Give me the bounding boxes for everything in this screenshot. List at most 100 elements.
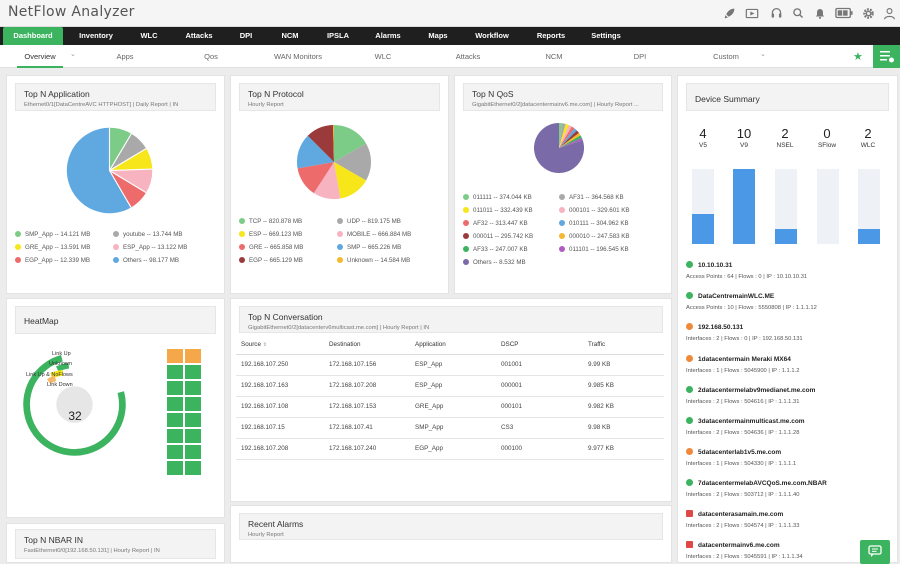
device-item[interactable]: 10.10.10.31 Access Points : 64 | Flows : … [686, 261, 808, 280]
qos-pie-chart[interactable] [533, 122, 585, 174]
heatmap-cell[interactable] [167, 349, 183, 363]
legend-item: ESP_App -- 13.122 MB [113, 244, 187, 251]
nav-workflow[interactable]: Workflow [475, 31, 509, 40]
widget-header: HeatMap [15, 306, 216, 334]
battery-icon[interactable] [834, 5, 854, 21]
count-wlc[interactable]: 2 WLC [860, 126, 876, 149]
device-item[interactable]: datacentermainv6.me.com Interfaces : 2 | … [686, 541, 803, 560]
subnav-attacks[interactable]: Attacks [455, 52, 481, 61]
heatmap-cell[interactable] [185, 349, 201, 363]
nav-ncm[interactable]: NCM [281, 31, 299, 40]
heatmap-cell[interactable] [167, 365, 183, 379]
firewall-icon [686, 541, 693, 548]
nav-maps[interactable]: Maps [428, 31, 448, 40]
nav-settings[interactable]: Settings [591, 31, 621, 40]
heatmap-donut-chart[interactable] [17, 347, 132, 462]
heatmap-label: Link Down [47, 382, 73, 388]
nav-wlc[interactable]: WLC [140, 31, 158, 40]
nav-attacks[interactable]: Attacks [185, 31, 213, 40]
device-item[interactable]: 3datacentermainmulticast.me.com Interface… [686, 417, 805, 436]
headset-icon[interactable] [768, 5, 784, 21]
nav-inventory[interactable]: Inventory [79, 31, 113, 40]
nav-reports[interactable]: Reports [536, 31, 566, 40]
count-v9[interactable]: 10 V9 [736, 126, 752, 149]
table-row[interactable]: 192.168.107.163 172.168.107.208 ESP_App 000… [236, 375, 664, 397]
widget-title: Recent Alarms [248, 519, 304, 529]
column-header-source[interactable]: Source ⇕ [236, 336, 324, 355]
subnav-qos[interactable]: Qos [204, 52, 218, 61]
heatmap-cell[interactable] [167, 461, 183, 475]
chat-button[interactable] [860, 540, 890, 564]
widget-header: Top N NBAR IN FastEthernet0/0[192.168.50… [15, 529, 216, 559]
widget-subtitle: Hourly Report [248, 532, 284, 538]
subnav-wlc[interactable]: WLC [374, 52, 392, 61]
subnav-dpi[interactable]: DPI [633, 52, 647, 61]
device-item[interactable]: 1datacentermain Meraki MX64 Interfaces : … [686, 355, 800, 374]
gear-icon[interactable] [860, 5, 876, 21]
legend-item: 011011 -- 332.439 KB [463, 207, 533, 214]
chevron-down-icon[interactable]: ⌄ [760, 51, 766, 58]
widget-title: Top N Protocol [248, 89, 304, 99]
application-pie-chart[interactable] [62, 123, 157, 218]
heatmap-cell[interactable] [185, 381, 201, 395]
heatmap-cell[interactable] [185, 445, 201, 459]
heatmap-cell[interactable] [185, 413, 201, 427]
subnav-overview[interactable]: Overview [17, 45, 63, 68]
device-item[interactable]: 7datacentermelabAVCQoS.me.com.NBAR Interf… [686, 479, 827, 498]
heatmap-cell[interactable] [167, 381, 183, 395]
widget-subtitle: GigabitEthernet0/2[datacentermainv6.me.c… [472, 102, 639, 108]
wlc-icon [686, 261, 693, 268]
heatmap-cell[interactable] [167, 413, 183, 427]
search-icon[interactable] [790, 5, 806, 21]
device-item[interactable]: datacenterasamain.me.com Interfaces : 2 |… [686, 510, 800, 529]
top-n-protocol-widget: Top N Protocol Hourly Report TCP -- 820.… [230, 75, 449, 294]
chevron-down-icon[interactable]: ⌄ [70, 51, 76, 58]
column-header-traffic[interactable]: Traffic [583, 336, 664, 355]
star-icon[interactable]: ★ [853, 51, 863, 63]
column-header-application[interactable]: Application [410, 336, 496, 355]
legend-item: UDP -- 819.175 MB [337, 218, 401, 225]
heatmap-cell[interactable] [185, 365, 201, 379]
nav-alarms[interactable]: Alarms [375, 31, 401, 40]
column-header-destination[interactable]: Destination [324, 336, 410, 355]
heatmap-cell[interactable] [185, 429, 201, 443]
widget-title: Top N Conversation [248, 312, 323, 322]
column-header-dscp[interactable]: DSCP [496, 336, 583, 355]
table-row[interactable]: 192.168.107.108 172.168.107.153 GRE_App 000… [236, 396, 664, 418]
count-v5[interactable]: 4 V5 [699, 126, 707, 149]
heatmap-grid [167, 349, 201, 477]
nav-dpi[interactable]: DPI [239, 31, 253, 40]
device-item[interactable]: 5datacenterlab1v5.me.com Interfaces : 1 |… [686, 448, 797, 467]
subnav-ncm[interactable]: NCM [545, 52, 563, 61]
table-row[interactable]: 192.168.107.250 172.168.107.156 ESP_App 001… [236, 354, 664, 376]
protocol-pie-chart[interactable] [295, 123, 373, 201]
widget-menu-button[interactable] [873, 45, 900, 68]
widget-title: Device Summary [695, 94, 760, 104]
chat-icon [868, 545, 882, 557]
user-icon[interactable] [881, 5, 897, 21]
subnav-wan-monitors[interactable]: WAN Monitors [273, 52, 323, 61]
heatmap-cell[interactable] [167, 429, 183, 443]
router-icon [686, 323, 693, 330]
heatmap-cell[interactable] [185, 397, 201, 411]
nav-dashboard[interactable]: Dashboard [3, 27, 63, 45]
table-row[interactable]: 192.168.107.208 172.168.107.240 EGP_App 000… [236, 438, 664, 460]
video-icon[interactable] [744, 5, 760, 21]
table-row[interactable]: 192.168.107.15 172.168.107.41 SMP_App CS3 9.… [236, 417, 664, 439]
device-summary-widget: Device Summary 4 V5 10 V9 2 NSEL 0 SFlow 2 WL… [677, 75, 898, 564]
subnav-custom[interactable]: Custom [713, 52, 739, 61]
device-item[interactable]: 192.168.50.131 Interfaces : 2 | Flows : 0… [686, 323, 803, 342]
rocket-icon[interactable] [721, 5, 737, 21]
count-nsel[interactable]: 2 NSEL [776, 126, 794, 149]
widget-header: Top N Application Ethernet0/1[DataCentre… [15, 83, 216, 111]
heatmap-cell[interactable] [167, 397, 183, 411]
heatmap-cell[interactable] [185, 461, 201, 475]
bell-icon[interactable] [812, 5, 828, 21]
subnav-apps[interactable]: Apps [116, 52, 134, 61]
heatmap-cell[interactable] [167, 445, 183, 459]
device-item[interactable]: 2datacentermelabv9medianet.me.com Interfa… [686, 386, 816, 405]
count-sflow[interactable]: 0 SFlow [817, 126, 837, 149]
legend-item: 010111 -- 304.962 KB [559, 220, 629, 227]
nav-ipsla[interactable]: IPSLA [326, 31, 350, 40]
device-item[interactable]: DataCentremainWLC.ME Access Points : 10 |… [686, 292, 817, 311]
